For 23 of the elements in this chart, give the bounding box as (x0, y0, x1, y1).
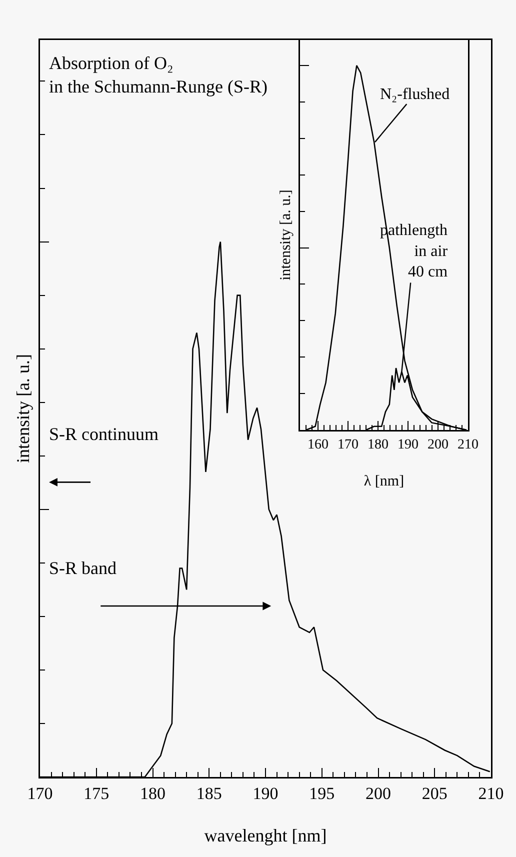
x-tick-label: 210 (458, 437, 478, 452)
x-tick-label: 200 (428, 437, 448, 452)
chart-title: Absorption of O₂ in the Schumann-Runge (S-R) (49, 53, 268, 96)
annotation: N₂-flushed (380, 86, 450, 103)
x-tick-label: 185 (196, 784, 222, 803)
x-tick-label: 190 (252, 784, 278, 803)
x-tick-label: 170 (338, 437, 358, 452)
x-tick-label: 170 (27, 784, 53, 803)
annotation: S-R band (49, 558, 116, 578)
x-tick-label: 175 (84, 784, 110, 803)
x-tick-label: 205 (422, 784, 448, 803)
y-axis-title: intensity [a. u.] (12, 354, 33, 463)
x-axis-title: wavelenght [nm] (204, 826, 327, 846)
x-tick-label: 180 (368, 437, 388, 452)
x-tick-label: 195 (309, 784, 335, 803)
x-axis-title: λ [nm] (364, 474, 404, 490)
annotation: S-R continuum (49, 424, 159, 444)
x-tick-label: 200 (366, 784, 391, 803)
x-tick-label: 210 (478, 784, 504, 803)
x-tick-label: 160 (308, 437, 328, 452)
x-tick-label: 180 (140, 784, 166, 803)
x-tick-label: 190 (398, 437, 418, 452)
y-axis-title: intensity [a. u.] (278, 190, 294, 280)
